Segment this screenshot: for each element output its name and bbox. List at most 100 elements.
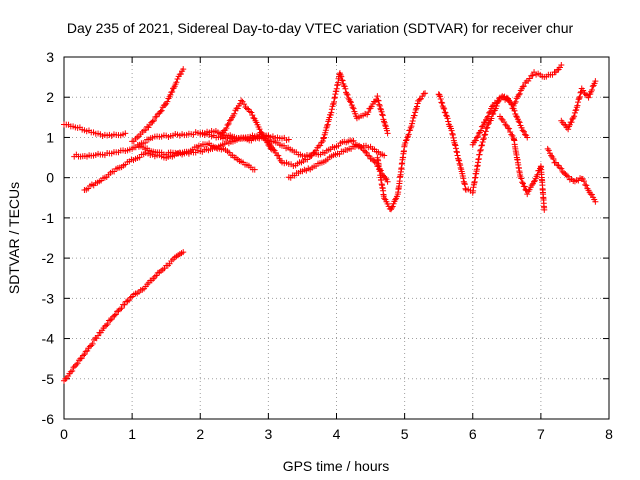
data-point (507, 128, 514, 135)
data-point (376, 101, 383, 108)
data-point (441, 105, 448, 112)
data-point (498, 115, 505, 122)
data-point (82, 348, 89, 355)
data-point (366, 152, 373, 159)
data-point (368, 156, 375, 163)
data-point (455, 156, 462, 163)
data-point (416, 96, 423, 103)
data-point (565, 173, 572, 180)
data-point (520, 83, 527, 90)
data-point (142, 126, 149, 133)
data-point (157, 108, 164, 115)
data-point (568, 119, 575, 126)
data-point (411, 112, 418, 119)
data-point (460, 175, 467, 182)
data-point (479, 139, 486, 146)
data-point (389, 203, 396, 210)
data-point (313, 147, 320, 154)
series-arc-b (81, 140, 258, 193)
data-point (444, 115, 451, 122)
data-point (162, 101, 169, 108)
data-point (592, 198, 599, 205)
data-point (558, 165, 565, 172)
x-tick-label: 8 (605, 426, 613, 442)
data-point (583, 182, 590, 189)
data-point (409, 117, 416, 124)
data-point (344, 91, 351, 98)
data-point (511, 100, 518, 107)
data-point (384, 178, 391, 185)
data-point (477, 146, 484, 153)
data-point (480, 136, 487, 143)
x-tick-label: 5 (401, 426, 409, 442)
series-arc-k (497, 113, 548, 213)
data-point (528, 182, 535, 189)
data-point (112, 311, 119, 318)
data-point (482, 128, 489, 135)
data-point (322, 127, 329, 134)
data-point (453, 148, 460, 155)
data-point (476, 151, 483, 158)
data-point (454, 149, 461, 156)
x-tick-label: 4 (333, 426, 341, 442)
data-point (516, 119, 523, 126)
data-point (454, 152, 461, 159)
series-arc-g (285, 141, 388, 181)
x-tick-label: 7 (537, 426, 545, 442)
data-point (180, 249, 187, 256)
data-point (328, 106, 335, 113)
data-point (103, 322, 110, 329)
data-point (479, 122, 486, 129)
data-point (350, 105, 357, 112)
data-point (392, 196, 399, 203)
x-tick-label: 6 (469, 426, 477, 442)
data-point (67, 368, 74, 375)
data-point (554, 162, 561, 169)
data-point (379, 112, 386, 119)
data-point (461, 181, 468, 188)
data-point (226, 117, 233, 124)
data-point (349, 104, 356, 111)
data-point (526, 75, 533, 82)
x-axis-label: GPS time / hours (283, 458, 390, 474)
data-point (440, 104, 447, 111)
data-point (318, 139, 325, 146)
data-point (169, 88, 176, 95)
data-point (376, 102, 383, 109)
data-point (124, 298, 131, 305)
data-point (164, 98, 171, 105)
data-point (225, 120, 232, 127)
data-point (371, 158, 378, 165)
data-point (248, 109, 255, 116)
data-point (379, 111, 386, 118)
data-point (71, 363, 78, 370)
data-point (436, 91, 443, 98)
data-point (347, 98, 354, 105)
data-point (487, 108, 494, 115)
data-point (158, 107, 165, 114)
chart-title: Day 235 of 2021, Sidereal Day-to-day VTE… (67, 20, 574, 36)
data-point (234, 105, 241, 112)
series-arc-neg (61, 249, 187, 384)
y-tick-label: -2 (42, 250, 55, 266)
data-point (350, 137, 357, 144)
data-point (363, 149, 370, 156)
data-point (519, 179, 526, 186)
data-point (439, 99, 446, 106)
data-point (320, 135, 327, 142)
data-point (449, 131, 456, 138)
data-point (460, 178, 467, 185)
data-point (402, 137, 409, 144)
data-point (381, 152, 388, 159)
data-point (223, 125, 230, 132)
data-point (174, 76, 181, 83)
y-tick-label: -5 (42, 371, 55, 387)
data-point (111, 312, 118, 319)
data-point (588, 191, 595, 198)
data-point (86, 343, 93, 350)
data-point (486, 109, 493, 116)
data-point (173, 79, 180, 86)
data-point (437, 95, 444, 102)
data-point (574, 102, 581, 109)
